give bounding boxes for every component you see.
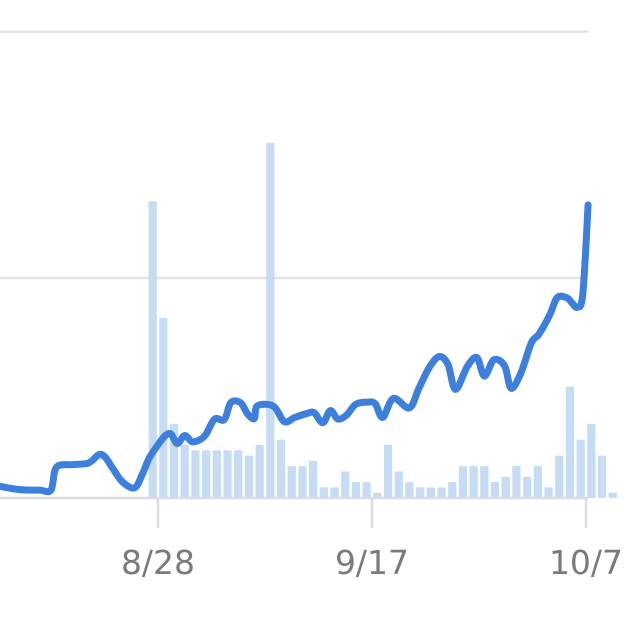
line-series [0, 201, 592, 496]
bar [234, 450, 243, 498]
bar [480, 466, 489, 498]
bar [202, 450, 211, 498]
bar [180, 445, 189, 498]
bar [576, 439, 585, 498]
gridlines [0, 30, 588, 280]
bar [362, 482, 371, 498]
bar [255, 445, 264, 498]
bar [597, 455, 607, 498]
bar [148, 201, 157, 498]
bar [469, 466, 478, 498]
bar [223, 450, 232, 498]
bar [565, 386, 575, 498]
bar-series [148, 142, 617, 498]
bar [416, 487, 425, 498]
bar [191, 450, 200, 498]
bar [490, 482, 500, 498]
bar [159, 317, 168, 498]
bar [405, 482, 414, 498]
x-tick-label: 10/7 [549, 543, 623, 582]
bar [523, 476, 532, 498]
bar [341, 471, 350, 498]
bar [212, 450, 221, 498]
x-axis-ticks: 8/28 9/17 10/7 [121, 498, 623, 582]
bar [373, 492, 382, 498]
bar [309, 460, 318, 498]
bar [394, 471, 403, 498]
bar [330, 487, 339, 498]
bar [448, 482, 457, 498]
bar [319, 487, 328, 498]
bar [501, 476, 510, 498]
bar [169, 423, 179, 498]
bar [512, 466, 521, 498]
bar [383, 445, 393, 498]
bar [587, 423, 596, 498]
x-tick-label: 9/17 [335, 543, 409, 582]
bar [298, 466, 307, 498]
bar [351, 482, 361, 498]
bar [544, 487, 553, 498]
bar [276, 439, 286, 498]
bar [533, 466, 542, 498]
bar [458, 466, 468, 498]
bar [287, 466, 296, 498]
x-tick-label: 8/28 [121, 543, 195, 582]
bar [608, 492, 617, 498]
bar [437, 487, 446, 498]
bar [244, 455, 254, 498]
bar [266, 142, 275, 498]
bar [555, 455, 564, 498]
bar [426, 487, 435, 498]
